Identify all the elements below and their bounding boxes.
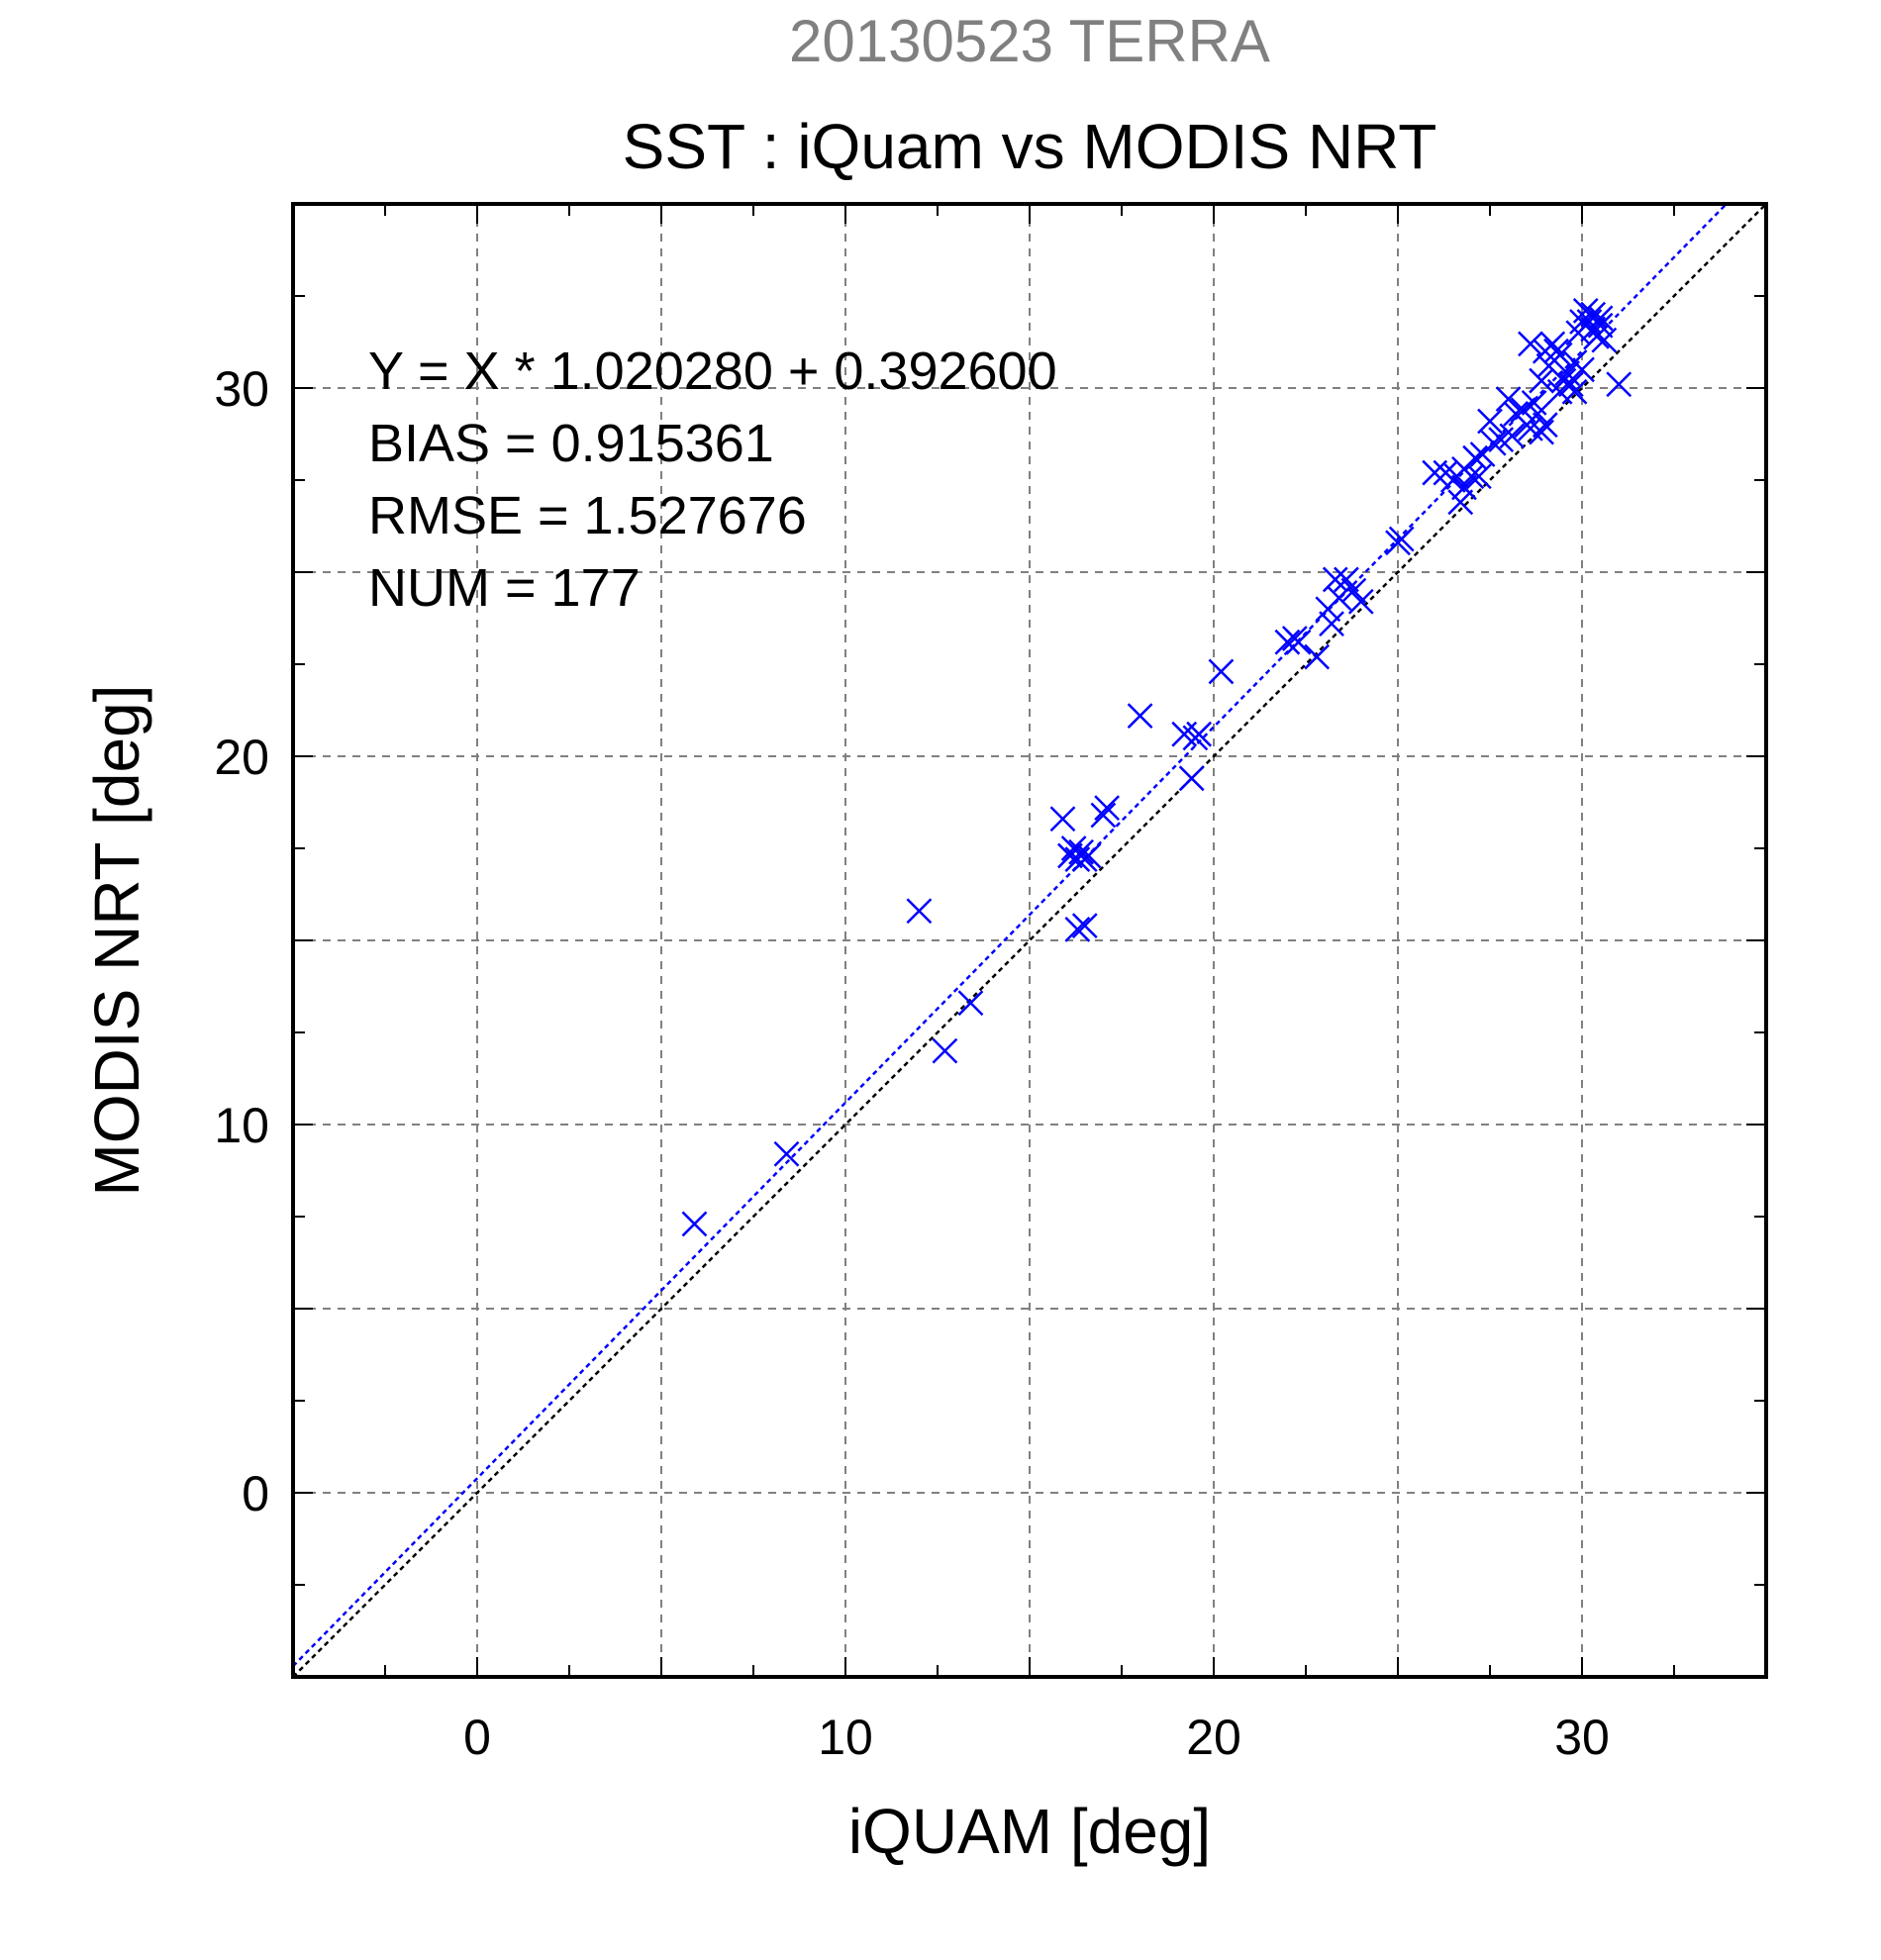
data-point bbox=[1529, 367, 1554, 394]
data-point bbox=[906, 898, 933, 925]
y-axis-label: MODIS NRT [deg] bbox=[81, 685, 152, 1197]
data-point bbox=[1090, 802, 1117, 829]
data-point bbox=[1499, 423, 1526, 449]
data-point bbox=[1465, 463, 1492, 490]
data-point bbox=[1480, 430, 1507, 456]
data-point bbox=[1451, 474, 1477, 501]
data-point bbox=[1285, 629, 1312, 655]
data-point bbox=[1422, 459, 1448, 486]
data-point bbox=[681, 1211, 708, 1237]
data-point bbox=[1557, 371, 1584, 398]
tick-labels: 0 10 20 30 0 10 20 30 bbox=[214, 361, 1609, 1765]
data-point bbox=[1326, 585, 1352, 611]
stats-annotation: Y = X * 1.020280 + 0.392600 BIAS = 0.915… bbox=[368, 342, 1057, 618]
y-tick-label: 0 bbox=[242, 1466, 269, 1521]
data-point bbox=[1580, 301, 1607, 328]
x-tick-label: 10 bbox=[818, 1710, 873, 1765]
data-point bbox=[1127, 703, 1153, 729]
stat-regression: Y = X * 1.020280 + 0.392600 bbox=[368, 342, 1057, 401]
data-point bbox=[1340, 577, 1367, 604]
data-point bbox=[1495, 386, 1522, 413]
data-point bbox=[1388, 526, 1415, 552]
chart-suptitle: 20130523 TERRA bbox=[789, 8, 1270, 74]
data-point bbox=[1561, 378, 1588, 405]
data-point bbox=[1186, 721, 1213, 747]
data-point bbox=[1587, 312, 1614, 339]
data-point bbox=[1518, 331, 1543, 357]
data-point bbox=[1477, 408, 1503, 435]
stat-bias: BIAS = 0.915361 bbox=[368, 414, 774, 473]
y-tick-label: 30 bbox=[214, 361, 269, 417]
chart-title: SST : iQuam vs MODIS NRT bbox=[623, 111, 1437, 182]
data-point bbox=[1075, 842, 1102, 869]
data-point bbox=[1569, 356, 1595, 383]
data-point bbox=[1094, 795, 1121, 821]
data-point bbox=[1606, 371, 1633, 398]
data-point bbox=[957, 990, 984, 1017]
data-point bbox=[1529, 419, 1554, 445]
data-point bbox=[1510, 397, 1536, 424]
data-point bbox=[1319, 611, 1344, 637]
y-tick-label: 20 bbox=[214, 730, 269, 785]
x-axis-label: iQUAM [deg] bbox=[848, 1796, 1211, 1867]
data-point bbox=[1580, 316, 1607, 343]
stat-rmse: RMSE = 1.527676 bbox=[368, 486, 807, 545]
data-point bbox=[1462, 444, 1489, 471]
y-tick-label: 10 bbox=[214, 1098, 269, 1153]
data-point bbox=[1539, 331, 1566, 357]
x-tick-label: 30 bbox=[1554, 1710, 1610, 1765]
data-points bbox=[681, 297, 1633, 1237]
data-point bbox=[1068, 838, 1094, 865]
data-point bbox=[1178, 765, 1205, 792]
data-point bbox=[1532, 412, 1558, 439]
x-tick-label: 20 bbox=[1186, 1710, 1241, 1765]
data-point bbox=[1274, 629, 1301, 655]
grid-lines bbox=[293, 204, 1766, 1677]
data-point bbox=[1071, 913, 1098, 939]
data-point bbox=[1546, 342, 1573, 368]
data-point bbox=[1587, 305, 1614, 332]
data-point bbox=[1347, 588, 1374, 615]
stat-num: NUM = 177 bbox=[368, 558, 641, 618]
data-point bbox=[1334, 566, 1359, 593]
data-point bbox=[1208, 658, 1235, 685]
data-point bbox=[1546, 378, 1573, 405]
x-tick-label: 0 bbox=[463, 1710, 491, 1765]
data-point bbox=[1447, 489, 1474, 516]
data-point bbox=[932, 1037, 958, 1064]
minor-ticks bbox=[293, 204, 1766, 1677]
regression-line bbox=[293, 204, 1729, 1668]
data-point bbox=[1049, 806, 1076, 833]
reference-lines bbox=[293, 204, 1766, 1677]
data-point bbox=[1064, 916, 1091, 942]
data-point bbox=[1304, 643, 1331, 670]
data-point bbox=[773, 1140, 800, 1167]
